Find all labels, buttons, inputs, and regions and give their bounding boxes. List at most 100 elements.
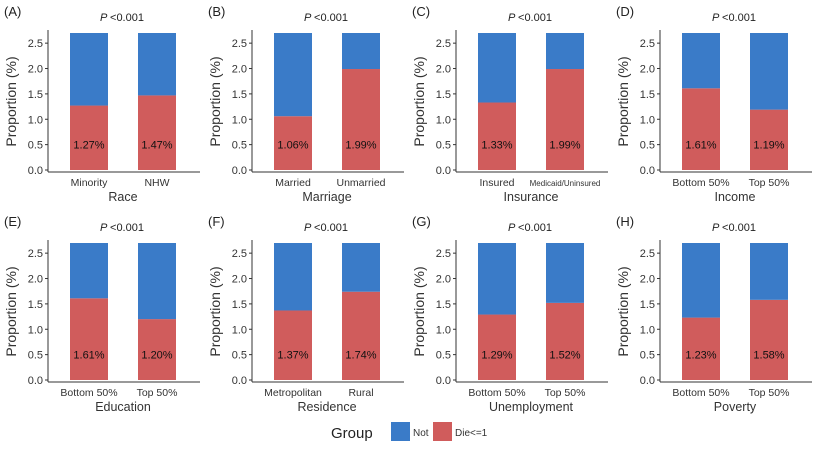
bar-not: [342, 33, 380, 70]
x-axis-label: Residence: [297, 400, 356, 414]
y-tick-label: 1.0: [232, 114, 247, 126]
x-tick-label: Minority: [71, 177, 109, 189]
data-label: 1.47%: [141, 140, 172, 152]
data-label: 1.61%: [73, 350, 104, 362]
y-tick-label: 2.0: [232, 274, 247, 286]
y-tick-label: 0.5: [436, 140, 451, 152]
y-axis-label: Proportion (%): [3, 56, 19, 146]
p-value-annotation: P <0.001: [712, 12, 756, 24]
data-label: 1.52%: [549, 350, 580, 362]
x-tick-label: Unmarried: [336, 177, 385, 189]
y-tick-label: 1.5: [28, 89, 43, 101]
x-tick-label: NHW: [144, 177, 169, 189]
y-tick-label: 1.0: [28, 324, 43, 336]
bar-not: [70, 33, 108, 106]
y-axis-label: Proportion (%): [411, 266, 427, 356]
x-axis-label: Race: [108, 190, 137, 204]
x-axis-label: Education: [95, 400, 151, 414]
y-tick-label: 2.0: [28, 64, 43, 76]
y-tick-label: 0.0: [640, 375, 655, 387]
y-axis-label: Proportion (%): [615, 266, 631, 356]
panel-f: (F) P <0.001 Proportion (%) 0.0 0.5 1.0 1.5 2.0…: [207, 214, 404, 414]
panel-label: (C): [412, 4, 430, 19]
y-tick-label: 0.0: [28, 375, 43, 387]
y-tick-label: 0.5: [436, 350, 451, 362]
bar-not: [274, 243, 312, 311]
y-tick-label: 2.5: [436, 248, 451, 260]
bar-die: [682, 317, 720, 380]
bar-die: [478, 314, 516, 380]
x-tick-label: Married: [275, 177, 311, 189]
y-tick-label: 0.0: [436, 375, 451, 387]
y-tick-label: 1.5: [232, 299, 247, 311]
y-tick-label: 1.5: [436, 89, 451, 101]
panel-g: (G) P <0.001 Proportion (%) 0.0 0.5 1.0 1.5 2.0…: [411, 214, 608, 414]
bar-die: [70, 105, 108, 170]
bar-not: [138, 243, 176, 320]
x-axis-label: Unemployment: [489, 400, 574, 414]
x-tick-label: Metropolitan: [264, 387, 322, 399]
p-value-annotation: P <0.001: [100, 222, 144, 234]
bar-die: [342, 69, 380, 170]
y-axis-label: Proportion (%): [207, 56, 223, 146]
x-tick-label: Bottom 50%: [672, 387, 729, 399]
data-label: 1.99%: [549, 140, 580, 152]
panel-label: (B): [208, 4, 225, 19]
bar-not: [478, 33, 516, 103]
data-label: 1.23%: [685, 350, 716, 362]
bar-die: [478, 102, 516, 170]
y-tick-label: 2.5: [28, 248, 43, 260]
x-tick-label: Top 50%: [545, 387, 586, 399]
x-axis-label: Marriage: [302, 190, 351, 204]
y-tick-label: 2.0: [436, 64, 451, 76]
data-label: 1.29%: [481, 350, 512, 362]
bar-not: [70, 243, 108, 299]
x-tick-label: Medicaid/Uninsured: [530, 179, 601, 188]
legend-swatch-not: [391, 422, 410, 441]
data-label: 1.19%: [753, 140, 784, 152]
data-label: 1.99%: [345, 140, 376, 152]
x-tick-label: Rural: [348, 387, 373, 399]
bar-die: [682, 88, 720, 170]
bar-die: [138, 95, 176, 170]
p-value-annotation: P <0.001: [508, 12, 552, 24]
bar-not: [750, 33, 788, 110]
bar-die: [138, 319, 176, 380]
bar-die: [274, 116, 312, 170]
bar-die: [750, 299, 788, 380]
bar-not: [682, 33, 720, 89]
y-tick-label: 0.5: [232, 350, 247, 362]
bar-not: [682, 243, 720, 318]
legend: Group Not Die<=1: [331, 422, 488, 442]
bar-die: [750, 109, 788, 170]
y-tick-label: 2.5: [640, 38, 655, 50]
legend-swatch-die: [433, 422, 452, 441]
y-tick-label: 1.5: [28, 299, 43, 311]
y-axis-label: Proportion (%): [3, 266, 19, 356]
data-label: 1.37%: [277, 350, 308, 362]
p-value-annotation: P <0.001: [508, 222, 552, 234]
y-tick-label: 0.5: [28, 140, 43, 152]
y-tick-label: 2.0: [436, 274, 451, 286]
x-tick-label: Bottom 50%: [60, 387, 117, 399]
data-label: 1.27%: [73, 140, 104, 152]
bar-die: [342, 291, 380, 380]
y-tick-label: 2.0: [28, 274, 43, 286]
p-value-annotation: P <0.001: [712, 222, 756, 234]
x-tick-label: Insured: [479, 177, 514, 189]
data-label: 1.61%: [685, 140, 716, 152]
bar-not: [546, 33, 584, 70]
y-tick-label: 1.5: [232, 89, 247, 101]
y-tick-label: 1.5: [436, 299, 451, 311]
bar-not: [342, 243, 380, 292]
y-tick-label: 0.5: [640, 350, 655, 362]
y-tick-label: 2.0: [640, 274, 655, 286]
y-tick-label: 0.5: [640, 140, 655, 152]
panel-d: (D) P <0.001 Proportion (%) 0.0 0.5 1.0 1.5 2.0…: [615, 4, 812, 204]
y-tick-label: 1.0: [232, 324, 247, 336]
y-tick-label: 2.5: [232, 248, 247, 260]
y-tick-label: 2.5: [640, 248, 655, 260]
p-value-annotation: P <0.001: [304, 12, 348, 24]
legend-title: Group: [331, 425, 373, 442]
panel-label: (F): [208, 214, 225, 229]
